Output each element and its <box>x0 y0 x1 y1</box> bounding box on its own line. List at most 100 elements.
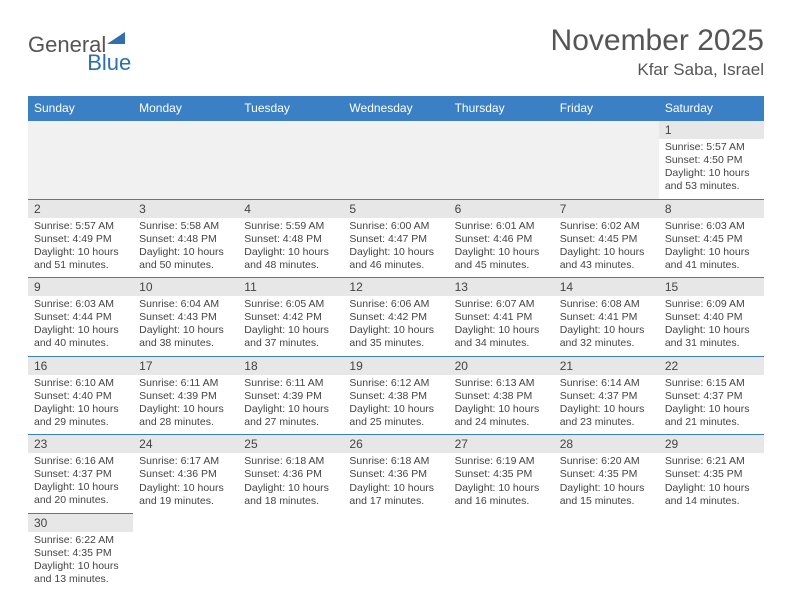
sunrise-text: Sunrise: 6:09 AM <box>665 298 758 311</box>
day-info-cell: Sunrise: 6:09 AMSunset: 4:40 PMDaylight:… <box>659 296 764 356</box>
sunrise-text: Sunrise: 6:14 AM <box>560 377 653 390</box>
day-number-cell <box>133 121 238 140</box>
day-info-cell: Sunrise: 6:10 AMSunset: 4:40 PMDaylight:… <box>28 375 133 435</box>
sunrise-text: Sunrise: 5:57 AM <box>34 220 127 233</box>
day-number-cell: 2 <box>28 199 133 218</box>
day-number-cell <box>238 513 343 532</box>
daynum-row: 1 <box>28 121 764 140</box>
daylight-text: Daylight: 10 hours <box>665 324 758 337</box>
sunrise-text: Sunrise: 6:19 AM <box>455 455 548 468</box>
daylight-text: and 21 minutes. <box>665 416 758 429</box>
daylight-text: and 16 minutes. <box>455 495 548 508</box>
day-info-row: Sunrise: 6:10 AMSunset: 4:40 PMDaylight:… <box>28 375 764 435</box>
day-info-cell: Sunrise: 6:18 AMSunset: 4:36 PMDaylight:… <box>343 453 448 513</box>
day-number-cell <box>343 513 448 532</box>
day-info-cell <box>449 532 554 592</box>
daylight-text: Daylight: 10 hours <box>244 482 337 495</box>
day-info-cell <box>238 139 343 199</box>
day-info-cell: Sunrise: 6:13 AMSunset: 4:38 PMDaylight:… <box>449 375 554 435</box>
daylight-text: and 48 minutes. <box>244 259 337 272</box>
sunrise-text: Sunrise: 6:13 AM <box>455 377 548 390</box>
day-info-cell: Sunrise: 6:18 AMSunset: 4:36 PMDaylight:… <box>238 453 343 513</box>
sunrise-text: Sunrise: 6:03 AM <box>34 298 127 311</box>
daylight-text: and 46 minutes. <box>349 259 442 272</box>
day-info-cell: Sunrise: 6:03 AMSunset: 4:45 PMDaylight:… <box>659 218 764 278</box>
daylight-text: and 14 minutes. <box>665 495 758 508</box>
day-info-cell <box>449 139 554 199</box>
day-number-cell <box>28 121 133 140</box>
sunset-text: Sunset: 4:41 PM <box>560 311 653 324</box>
day-number-cell: 12 <box>343 278 448 297</box>
daylight-text: Daylight: 10 hours <box>139 324 232 337</box>
header: GeneralBlue November 2025 Kfar Saba, Isr… <box>28 24 764 80</box>
day-info-cell: Sunrise: 6:20 AMSunset: 4:35 PMDaylight:… <box>554 453 659 513</box>
sunset-text: Sunset: 4:37 PM <box>560 390 653 403</box>
daylight-text: Daylight: 10 hours <box>560 246 653 259</box>
sunrise-text: Sunrise: 6:06 AM <box>349 298 442 311</box>
day-number-cell: 6 <box>449 199 554 218</box>
sunrise-text: Sunrise: 6:18 AM <box>244 455 337 468</box>
calendar-table: Sunday Monday Tuesday Wednesday Thursday… <box>28 96 764 591</box>
day-number-cell: 16 <box>28 356 133 375</box>
day-info-cell: Sunrise: 5:57 AMSunset: 4:50 PMDaylight:… <box>659 139 764 199</box>
day-number-cell <box>133 513 238 532</box>
day-number-cell: 9 <box>28 278 133 297</box>
sunset-text: Sunset: 4:36 PM <box>349 468 442 481</box>
sunset-text: Sunset: 4:35 PM <box>34 547 127 560</box>
day-info-row: Sunrise: 5:57 AMSunset: 4:50 PMDaylight:… <box>28 139 764 199</box>
day-info-cell: Sunrise: 5:58 AMSunset: 4:48 PMDaylight:… <box>133 218 238 278</box>
daylight-text: Daylight: 10 hours <box>139 246 232 259</box>
daylight-text: Daylight: 10 hours <box>349 324 442 337</box>
weekday-header: Saturday <box>659 96 764 121</box>
daylight-text: Daylight: 10 hours <box>34 246 127 259</box>
day-number-cell: 10 <box>133 278 238 297</box>
weekday-header: Monday <box>133 96 238 121</box>
day-number-cell <box>343 121 448 140</box>
day-info-cell: Sunrise: 6:03 AMSunset: 4:44 PMDaylight:… <box>28 296 133 356</box>
weekday-header: Friday <box>554 96 659 121</box>
weekday-header: Tuesday <box>238 96 343 121</box>
sunset-text: Sunset: 4:42 PM <box>244 311 337 324</box>
day-number-cell: 5 <box>343 199 448 218</box>
daylight-text: Daylight: 10 hours <box>455 324 548 337</box>
day-info-row: Sunrise: 6:16 AMSunset: 4:37 PMDaylight:… <box>28 453 764 513</box>
daylight-text: and 28 minutes. <box>139 416 232 429</box>
sunrise-text: Sunrise: 6:00 AM <box>349 220 442 233</box>
day-info-cell: Sunrise: 6:19 AMSunset: 4:35 PMDaylight:… <box>449 453 554 513</box>
day-number-cell: 27 <box>449 435 554 454</box>
daylight-text: and 29 minutes. <box>34 416 127 429</box>
day-number-cell: 28 <box>554 435 659 454</box>
daylight-text: and 17 minutes. <box>349 495 442 508</box>
daylight-text: and 41 minutes. <box>665 259 758 272</box>
day-number-cell: 7 <box>554 199 659 218</box>
daylight-text: Daylight: 10 hours <box>34 560 127 573</box>
daylight-text: Daylight: 10 hours <box>455 482 548 495</box>
daynum-row: 16171819202122 <box>28 356 764 375</box>
sunrise-text: Sunrise: 6:03 AM <box>665 220 758 233</box>
location-subtitle: Kfar Saba, Israel <box>551 60 764 80</box>
sunset-text: Sunset: 4:43 PM <box>139 311 232 324</box>
sunset-text: Sunset: 4:45 PM <box>560 233 653 246</box>
sunset-text: Sunset: 4:45 PM <box>665 233 758 246</box>
day-number-cell: 30 <box>28 513 133 532</box>
daylight-text: Daylight: 10 hours <box>34 324 127 337</box>
day-info-cell: Sunrise: 6:14 AMSunset: 4:37 PMDaylight:… <box>554 375 659 435</box>
sunset-text: Sunset: 4:35 PM <box>455 468 548 481</box>
weekday-header: Thursday <box>449 96 554 121</box>
day-info-row: Sunrise: 6:22 AMSunset: 4:35 PMDaylight:… <box>28 532 764 592</box>
sunrise-text: Sunrise: 5:57 AM <box>665 141 758 154</box>
day-number-cell <box>659 513 764 532</box>
day-info-cell: Sunrise: 6:04 AMSunset: 4:43 PMDaylight:… <box>133 296 238 356</box>
day-info-cell: Sunrise: 6:17 AMSunset: 4:36 PMDaylight:… <box>133 453 238 513</box>
daylight-text: Daylight: 10 hours <box>665 482 758 495</box>
sunset-text: Sunset: 4:36 PM <box>244 468 337 481</box>
day-number-cell: 20 <box>449 356 554 375</box>
daylight-text: and 45 minutes. <box>455 259 548 272</box>
day-info-cell: Sunrise: 6:01 AMSunset: 4:46 PMDaylight:… <box>449 218 554 278</box>
sunset-text: Sunset: 4:39 PM <box>139 390 232 403</box>
sunset-text: Sunset: 4:40 PM <box>34 390 127 403</box>
sunrise-text: Sunrise: 6:04 AM <box>139 298 232 311</box>
day-info-cell <box>554 139 659 199</box>
day-number-cell: 24 <box>133 435 238 454</box>
daylight-text: Daylight: 10 hours <box>349 403 442 416</box>
